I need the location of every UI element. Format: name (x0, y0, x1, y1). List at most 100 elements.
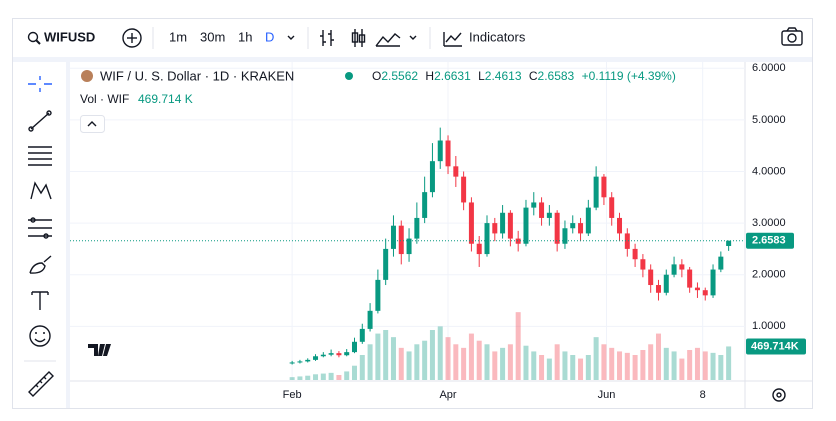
candle-style[interactable] (351, 29, 366, 47)
interval-active[interactable]: D (265, 29, 274, 44)
candle-body (305, 359, 311, 362)
volume-bar (461, 347, 467, 380)
volume-bar (710, 352, 716, 380)
candle-body (375, 279, 381, 311)
l-value: 2.4613 (485, 69, 522, 83)
compare[interactable] (122, 28, 142, 48)
volume-bar (726, 346, 732, 380)
symbol[interactable]: WIFUSD (44, 29, 95, 44)
volume-bar (336, 375, 342, 380)
volume-bar (601, 344, 607, 380)
emoji[interactable] (29, 325, 51, 347)
volume-bar (422, 340, 428, 380)
o-value: 2.5562 (381, 69, 418, 83)
volume-bar (476, 340, 482, 380)
volume-bar (593, 337, 599, 380)
y-tick-label: 6.0000 (752, 62, 786, 74)
snapshot[interactable] (781, 27, 803, 46)
volume-tag-label: 469.714K (751, 340, 799, 352)
volume-bar (344, 371, 350, 380)
candle-body (679, 264, 685, 270)
volume-bar (523, 345, 529, 380)
y-tick-label: 2.0000 (752, 269, 786, 281)
candle-body (484, 223, 490, 255)
toolbar-divider (13, 57, 812, 62)
ruler[interactable] (28, 371, 54, 397)
indicators-icon[interactable] (443, 32, 462, 47)
candle-body (398, 225, 404, 255)
candle-body (593, 176, 599, 208)
volume-bar (383, 330, 389, 380)
plot: 1.0000 2.0000 3.0000 4.0000 5.0000 6.0000 Feb A… (70, 60, 806, 401)
candle-body (671, 264, 677, 275)
volume-bar (406, 351, 412, 380)
candle-body (328, 353, 334, 355)
o-label: O (372, 69, 381, 83)
interval-menu[interactable] (287, 35, 295, 40)
volume-bar (632, 355, 638, 380)
candle-body (726, 240, 732, 247)
volume-tag (746, 338, 806, 355)
candle-body (313, 356, 319, 360)
candle-body (710, 269, 716, 296)
candle-body (718, 256, 724, 270)
left-toolbar (13, 62, 67, 408)
volume-bar (570, 355, 576, 380)
brush[interactable] (29, 255, 52, 274)
candle-body (570, 223, 576, 229)
interval[interactable]: 1h (238, 29, 252, 44)
volume-bar (313, 374, 319, 380)
candle-body (422, 192, 428, 218)
candle-body (476, 243, 482, 255)
candle-body (601, 176, 607, 198)
candle-body (648, 269, 654, 286)
volume-bar (351, 365, 357, 380)
candle-body (500, 212, 506, 234)
style-menu[interactable] (409, 35, 417, 40)
candle-body (383, 248, 389, 280)
y-tick-label: 1.0000 (752, 320, 786, 332)
symbol-logo (81, 70, 93, 82)
candle-body (429, 161, 435, 193)
volume-bar (390, 337, 396, 380)
search[interactable] (27, 31, 41, 45)
frame (12, 18, 813, 409)
interval[interactable]: 30m (200, 29, 225, 44)
trend-line[interactable] (28, 110, 52, 132)
candle-body (492, 223, 498, 234)
volume-bar (718, 355, 724, 380)
candle-body (320, 354, 326, 357)
volume-bar (398, 347, 404, 380)
crosshair[interactable] (28, 76, 52, 92)
volume-bar (375, 333, 381, 380)
change: +0.1119 (+4.39%) (582, 69, 676, 83)
legend-title: WIF / U. S. Dollar · 1D · KRAKEN (100, 68, 294, 83)
candle-body (554, 212, 560, 244)
collapse-legend[interactable] (80, 115, 105, 133)
candle-body (336, 353, 342, 356)
indicators[interactable]: Indicators (469, 29, 526, 44)
area-style[interactable] (375, 33, 401, 47)
volume-bar (554, 344, 560, 380)
text-tool[interactable] (31, 291, 49, 310)
prediction[interactable] (28, 217, 52, 239)
fib[interactable] (28, 146, 52, 166)
candle-body (702, 290, 708, 296)
pattern[interactable] (30, 181, 52, 200)
candle-body (663, 274, 669, 293)
volume-bar (320, 373, 326, 380)
bar-style[interactable] (320, 30, 334, 46)
volume-bar (640, 350, 646, 380)
volume-bar (702, 351, 708, 380)
candle-body (546, 212, 552, 218)
settings[interactable] (772, 388, 786, 402)
volume-bar (578, 358, 584, 380)
c-label: C (529, 69, 538, 83)
volume-bar (445, 337, 451, 380)
x-tick-label: Feb (283, 389, 302, 401)
interval[interactable]: 1m (169, 29, 187, 44)
volume-bar (531, 351, 537, 380)
candle-body (437, 140, 443, 162)
volume-bar (624, 352, 630, 380)
